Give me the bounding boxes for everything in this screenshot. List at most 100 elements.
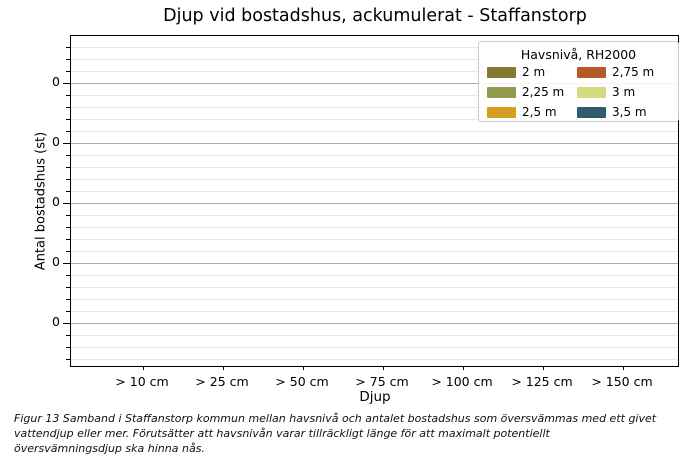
minor-gridline [71,95,678,96]
y-minor-tick [66,179,70,181]
y-major-tick [63,263,70,265]
caption-line: översvämningsdjup ska hinna nås. [14,442,205,455]
y-major-tick [63,323,70,325]
x-axis-label: Djup [359,389,391,405]
legend-title: Havsnivå, RH2000 [520,47,637,62]
y-minor-tick [66,215,70,217]
minor-gridline [71,155,678,156]
y-tick-label: 0 [52,254,60,269]
legend-item: 3,5 m [577,106,647,119]
minor-gridline [71,47,678,48]
minor-gridline [71,179,678,180]
minor-gridline [71,107,678,108]
x-tick [463,366,465,370]
x-tick-label: > 125 cm [511,374,573,389]
legend-item-label: 2,75 m [612,65,655,79]
y-major-tick [63,143,70,145]
legend-swatch [577,67,606,78]
minor-gridline [71,311,678,312]
y-minor-tick [66,299,70,301]
y-minor-tick [66,107,70,109]
y-minor-tick [66,311,70,313]
legend-item: 2,5 m [487,106,557,119]
minor-gridline [71,251,678,252]
y-minor-tick [66,131,70,133]
y-minor-tick [66,335,70,337]
legend-swatch [577,107,606,118]
chart-title: Djup vid bostadshus, ackumulerat - Staff… [163,6,587,26]
legend-item-label: 2 m [522,65,546,79]
y-minor-tick [66,287,70,289]
minor-gridline [71,287,678,288]
x-tick-label: > 25 cm [195,374,249,389]
x-tick [303,366,305,370]
minor-gridline [71,347,678,348]
major-gridline [71,263,678,264]
major-gridline [71,203,678,204]
legend-item-label: 2,5 m [522,105,557,119]
y-major-tick [63,83,70,85]
legend-swatch [487,87,516,98]
minor-gridline [71,119,678,120]
y-minor-tick [66,47,70,49]
y-minor-tick [66,119,70,121]
legend-item: 2,75 m [577,66,654,79]
legend-item-label: 2,25 m [522,85,565,99]
x-tick-label: > 75 cm [355,374,409,389]
minor-gridline [71,227,678,228]
minor-gridline [71,275,678,276]
y-minor-tick [66,191,70,193]
major-gridline [71,83,678,84]
x-tick [223,366,225,370]
legend-swatch [487,67,516,78]
minor-gridline [71,59,678,60]
legend-item: 2 m [487,66,545,79]
y-minor-tick [66,251,70,253]
caption-line: vattendjup eller mer. Förutsätter att ha… [14,427,550,440]
caption-line: Figur 13 Samband i Staffanstorp kommun m… [14,412,657,425]
y-tick-label: 0 [52,134,60,149]
minor-gridline [71,359,678,360]
y-minor-tick [66,359,70,361]
y-minor-tick [66,347,70,349]
x-tick [383,366,385,370]
legend-item-label: 3,5 m [612,105,647,119]
y-major-tick [63,203,70,205]
y-minor-tick [66,167,70,169]
minor-gridline [71,299,678,300]
legend-item: 3 m [577,86,635,99]
x-tick-label: > 10 cm [115,374,169,389]
legend-swatch [577,87,606,98]
y-minor-tick [66,59,70,61]
minor-gridline [71,71,678,72]
figure-caption: Figur 13 Samband i Staffanstorp kommun m… [14,411,690,456]
y-tick-label: 0 [52,314,60,329]
y-minor-tick [66,155,70,157]
y-minor-tick [66,227,70,229]
y-minor-tick [66,239,70,241]
y-minor-tick [66,71,70,73]
y-tick-label: 0 [52,194,60,209]
legend-item: 2,25 m [487,86,564,99]
x-tick [143,366,145,370]
legend-swatch [487,107,516,118]
y-minor-tick [66,95,70,97]
minor-gridline [71,191,678,192]
x-tick-label: > 50 cm [275,374,329,389]
x-tick [543,366,545,370]
minor-gridline [71,167,678,168]
x-tick-label: > 150 cm [591,374,653,389]
minor-gridline [71,335,678,336]
minor-gridline [71,239,678,240]
major-gridline [71,143,678,144]
legend-item-label: 3 m [612,85,636,99]
minor-gridline [71,215,678,216]
x-tick-label: > 100 cm [431,374,493,389]
x-tick [623,366,625,370]
y-tick-label: 0 [52,74,60,89]
major-gridline [71,323,678,324]
minor-gridline [71,131,678,132]
y-minor-tick [66,275,70,277]
legend: Havsnivå, RH2000 2 m 2,25 m 2,5 m 2,75 m 3 m… [478,41,679,122]
